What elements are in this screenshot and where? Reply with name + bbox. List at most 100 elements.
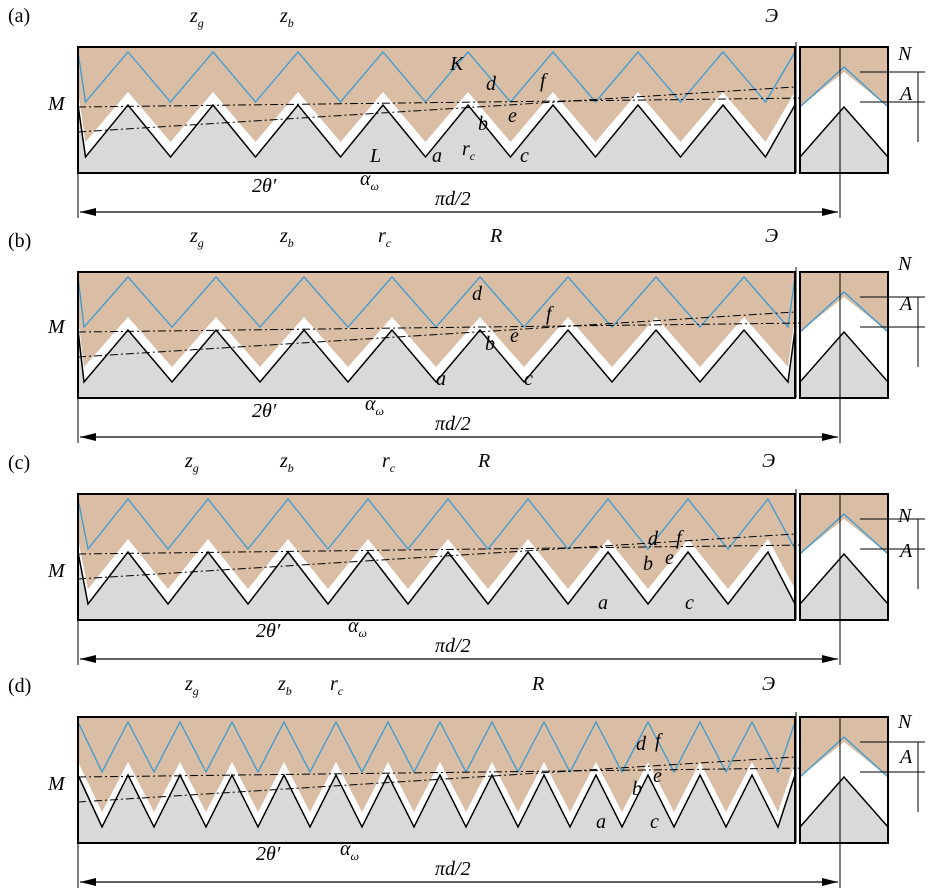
annotation-main: b	[632, 778, 642, 800]
annotation-main: b	[485, 333, 495, 355]
annotation: N	[897, 43, 913, 65]
annotation: rc	[378, 225, 392, 250]
annotation-main: 2θ′	[256, 843, 281, 865]
tool-profile	[77, 497, 796, 551]
pitch-line	[77, 311, 796, 358]
annotation-main: e	[665, 547, 674, 569]
annotation-main: Э	[765, 5, 778, 27]
annotation: b	[643, 553, 653, 575]
annotation: M	[47, 316, 66, 338]
annotation-main: πd/2	[435, 413, 471, 435]
arrow	[80, 878, 96, 886]
rack-outline	[77, 46, 796, 174]
annotation-sub: g	[198, 16, 204, 30]
annotation-main: πd/2	[435, 635, 471, 657]
annotation-main: r	[382, 450, 390, 472]
annotation: c	[524, 368, 533, 390]
gear-teeth	[77, 550, 796, 621]
panel-label: (d)	[8, 675, 31, 697]
side-outline	[799, 46, 889, 174]
annotation: 2θ′	[256, 843, 281, 865]
annotation: Э	[765, 225, 778, 247]
annotation: f	[676, 527, 684, 549]
annotation-main: z	[189, 225, 198, 247]
annotation-main: e	[510, 325, 519, 347]
annotation: rc	[382, 450, 396, 475]
annotation-main: z	[184, 450, 193, 472]
annotation: R	[531, 673, 544, 695]
annotation: b	[478, 113, 488, 135]
side-tool	[799, 291, 889, 333]
annotation-sub: c	[390, 461, 396, 475]
annotation: d	[636, 733, 647, 755]
annotation: zb	[279, 225, 294, 250]
annotation-main: Э	[765, 225, 778, 247]
annotation: R	[489, 225, 502, 247]
annotation-main: 2θ′	[252, 400, 277, 422]
annotation-main: M	[47, 773, 66, 795]
annotation-sub: c	[338, 684, 344, 698]
annotation-main: α	[360, 168, 371, 190]
panel-label: (b)	[8, 230, 31, 252]
side-tool	[799, 66, 889, 108]
annotation-main: M	[47, 93, 66, 115]
annotation-main: f	[655, 730, 663, 752]
rack-outline	[77, 271, 796, 399]
annotation: Э	[762, 450, 775, 472]
pitch-line	[77, 96, 889, 108]
annotation-main: 2θ′	[252, 175, 277, 197]
annotation: αω	[365, 393, 384, 418]
annotation: πd/2	[435, 635, 471, 657]
arrow	[80, 433, 96, 441]
panel-label: (c)	[8, 452, 30, 474]
annotation-main: πd/2	[435, 188, 471, 210]
pitch-line	[77, 766, 889, 778]
annotation-sub: ω	[351, 849, 359, 863]
annotation: M	[47, 93, 66, 115]
rack-outline	[77, 493, 796, 621]
annotation: b	[485, 333, 495, 355]
annotation: a	[436, 368, 446, 390]
annotation: αω	[340, 838, 359, 863]
annotation-main: z	[184, 673, 193, 695]
rack-outline	[77, 716, 796, 844]
annotation-main: d	[648, 528, 659, 550]
annotation-sub: g	[193, 684, 199, 698]
pitch-line	[77, 756, 796, 803]
annotation-main: L	[369, 145, 381, 167]
annotation-main: N	[897, 711, 913, 733]
annotation: Э	[762, 673, 775, 695]
annotation-main: Э	[762, 673, 775, 695]
arrow	[822, 655, 838, 663]
arrow	[822, 208, 838, 216]
gear-teeth	[77, 328, 796, 399]
gear-teeth	[77, 102, 796, 174]
annotation-main: z	[279, 5, 288, 27]
annotation: πd/2	[435, 858, 471, 880]
annotation-main: R	[531, 673, 544, 695]
annotation-main: d	[636, 733, 647, 755]
annotation: 2θ′	[252, 175, 277, 197]
annotation: N	[897, 711, 913, 733]
pitch-line	[77, 321, 889, 333]
annotation-main: e	[508, 105, 517, 127]
annotation: πd/2	[435, 188, 471, 210]
annotation-sub: b	[288, 236, 294, 250]
annotation: L	[369, 145, 381, 167]
side-tool	[799, 513, 889, 555]
annotation: zg	[184, 673, 199, 698]
annotation-sub: c	[470, 149, 476, 163]
annotation-main: N	[897, 505, 913, 527]
annotation-main: R	[477, 450, 490, 472]
annotation: zb	[277, 673, 292, 698]
tool-profile	[77, 720, 796, 774]
annotation-sub: ω	[371, 179, 379, 193]
annotation: c	[685, 592, 694, 614]
annotation-main: z	[279, 225, 288, 247]
annotation-main: 2θ′	[256, 620, 281, 642]
annotation: zg	[189, 5, 204, 30]
annotation: Э	[765, 5, 778, 27]
annotation: e	[508, 105, 517, 127]
